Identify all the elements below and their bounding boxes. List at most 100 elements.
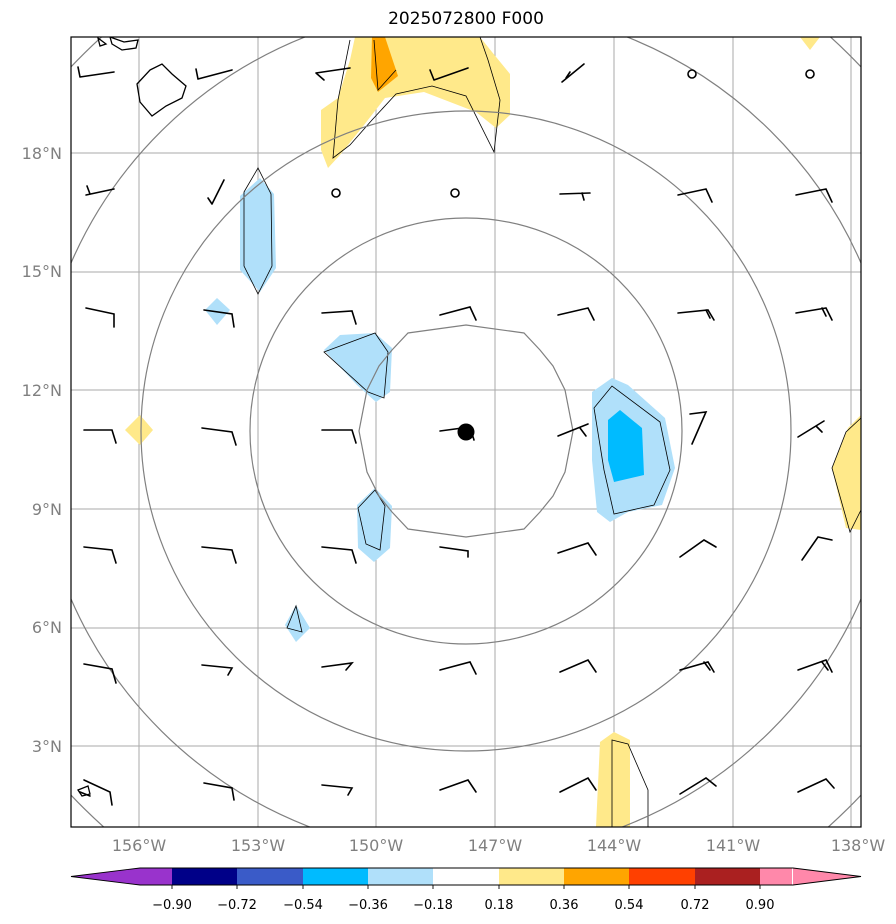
island-mid xyxy=(109,37,139,51)
wind-barb xyxy=(321,429,357,444)
negative-shade-center-north xyxy=(324,333,392,402)
calm-wind-markers xyxy=(331,69,815,198)
lon-labels: 156°W 153°W 150°W 147°W 144°W 141°W 138°… xyxy=(112,836,886,855)
wind-barb xyxy=(797,420,825,438)
calm-marker xyxy=(331,188,341,198)
wind-barb xyxy=(321,546,357,564)
wind-barb xyxy=(559,659,597,673)
graticule xyxy=(71,37,861,827)
wind-barb xyxy=(795,188,833,203)
colorbar-tick-labels: −0.90 −0.72 −0.54 −0.36 −0.18 0.18 0.36 … xyxy=(152,898,774,913)
wind-barb xyxy=(439,661,477,675)
wind-barb xyxy=(557,307,595,321)
wind-barb xyxy=(207,179,225,205)
wind-barb xyxy=(85,185,115,196)
lon-label: 156°W xyxy=(112,836,167,855)
colorbar-extend-low xyxy=(71,868,140,885)
negative-shade-center-south xyxy=(357,488,392,562)
range-ring-3 xyxy=(140,110,792,752)
wind-barb xyxy=(439,306,477,321)
contour-south xyxy=(611,739,649,827)
positive-shade-south xyxy=(596,732,630,827)
lat-label: 9°N xyxy=(32,500,62,519)
map-title: 2025072800 F000 xyxy=(388,9,544,29)
colorbar-tick-label: 0.54 xyxy=(615,898,644,913)
colorbar-outline xyxy=(70,867,862,886)
shaded-field xyxy=(125,37,861,827)
colorbar-segment xyxy=(695,868,760,885)
lat-label: 6°N xyxy=(32,618,62,637)
wind-barb xyxy=(677,188,713,203)
contour-lines xyxy=(243,37,861,827)
wind-barb xyxy=(439,546,469,558)
wind-barb xyxy=(559,192,591,201)
wind-barb xyxy=(677,309,715,321)
contour-north xyxy=(332,37,501,159)
island-big xyxy=(136,63,187,117)
colorbar-segment xyxy=(237,868,303,885)
colorbar-tick-label: −0.18 xyxy=(413,898,453,913)
colorbar-segment xyxy=(760,868,792,885)
colorbar-tick-label: −0.90 xyxy=(152,898,192,913)
colorbar-tick-label: 0.36 xyxy=(550,898,579,913)
contour-east xyxy=(593,385,671,515)
colorbar-segment xyxy=(140,868,172,885)
wind-barbs xyxy=(77,63,835,806)
wind-barb xyxy=(561,63,585,83)
contour-small xyxy=(286,604,303,633)
colorbar-segment xyxy=(368,868,433,885)
island-small xyxy=(97,37,108,47)
colorbar-tick-label: −0.54 xyxy=(283,898,323,913)
wind-barb xyxy=(201,664,234,676)
wind-barb xyxy=(801,536,833,561)
wind-barb xyxy=(79,779,113,806)
wind-barb xyxy=(201,546,237,564)
wind-barb xyxy=(201,427,237,446)
lon-label: 153°W xyxy=(231,836,286,855)
colorbar-segment xyxy=(629,868,695,885)
wind-barb xyxy=(203,782,235,801)
coastline xyxy=(77,37,187,797)
range-ring-1 xyxy=(358,324,574,538)
wind-barb xyxy=(77,66,115,78)
wind-barb xyxy=(679,661,715,673)
contour-west-column xyxy=(243,167,273,295)
wind-barb xyxy=(429,67,469,81)
range-ring-2 xyxy=(249,217,683,645)
wind-barb xyxy=(203,309,235,328)
lat-label: 3°N xyxy=(32,737,62,756)
positive-shade-east xyxy=(832,415,861,530)
negative-shade-west-column xyxy=(240,178,276,292)
colorbar xyxy=(70,867,862,889)
colorbar-tick-label: 0.72 xyxy=(681,898,710,913)
positive-shade-west xyxy=(125,415,153,445)
lon-label: 144°W xyxy=(587,836,642,855)
colorbar-segment xyxy=(433,868,499,885)
positive-shade-ne-corner xyxy=(800,37,820,50)
map-frame xyxy=(70,36,862,828)
wind-barb xyxy=(557,423,589,437)
colorbar-tick-label: 0.18 xyxy=(485,898,514,913)
wind-barb xyxy=(85,307,115,328)
wind-barb xyxy=(83,663,117,684)
wind-barb xyxy=(559,776,597,793)
lat-labels: 3°N 6°N 9°N 12°N 15°N 18°N xyxy=(22,144,62,756)
negative-shade-east-core xyxy=(608,410,644,482)
lat-label: 15°N xyxy=(22,262,62,281)
lon-label: 147°W xyxy=(468,836,523,855)
lat-label: 12°N xyxy=(22,381,62,400)
colorbar-segment xyxy=(564,868,629,885)
colorbar-tick-label: −0.72 xyxy=(217,898,257,913)
positive-shade-orange xyxy=(371,37,398,92)
colorbar-extend-high xyxy=(793,868,861,885)
lon-label: 138°W xyxy=(831,836,886,855)
contour-north-inner xyxy=(373,39,397,91)
wind-barb xyxy=(321,661,354,671)
negative-shade-small xyxy=(285,605,310,642)
colorbar-tick-label: 0.90 xyxy=(746,898,775,913)
wind-barb xyxy=(795,307,833,321)
